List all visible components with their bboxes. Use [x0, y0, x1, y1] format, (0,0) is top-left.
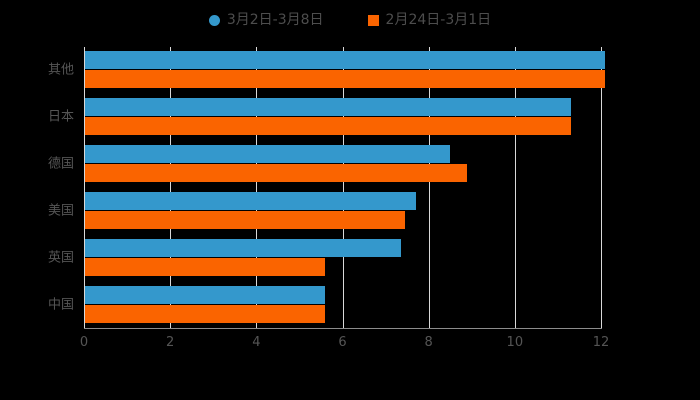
x-axis-tick-labels: 0 2 4 6 8 10 12 [0, 331, 700, 355]
bar[interactable] [84, 98, 571, 117]
x-axis-line [84, 328, 602, 329]
bar-group-美国 [84, 191, 601, 230]
x-axis-tick-label-12: 12 [592, 335, 610, 350]
gridline-4 [256, 47, 258, 328]
bar[interactable] [84, 145, 451, 164]
bar[interactable] [84, 70, 606, 89]
gridline-10 [514, 47, 516, 328]
chart-legend: 3月2日-3月8日 2月24日-3月1日 [0, 6, 700, 34]
bar[interactable] [84, 164, 468, 183]
x-axis-tick-label-4: 4 [252, 335, 261, 350]
legend-item-series-1[interactable]: 2月24日-3月1日 [367, 12, 492, 28]
y-axis-label-美国: 美国 [47, 203, 74, 219]
bar[interactable] [84, 191, 416, 210]
bar-group-德国 [84, 145, 601, 183]
x-axis-tick-label-2: 2 [166, 335, 175, 350]
bar-group-英国 [84, 238, 601, 277]
bar-group-其他 [84, 51, 606, 89]
bar[interactable] [84, 117, 571, 136]
y-axis-label-其他: 其他 [47, 62, 74, 78]
bar[interactable] [84, 285, 326, 304]
bar[interactable] [84, 51, 606, 70]
bar[interactable] [84, 238, 401, 257]
gridline-2 [170, 47, 172, 328]
y-axis-label-中国: 中国 [47, 297, 74, 313]
gridline-12 [601, 47, 602, 328]
legend-label-series-0: 3月2日-3月8日 [226, 12, 324, 28]
bar[interactable] [84, 304, 326, 323]
x-axis-tick-label-6: 6 [338, 335, 347, 350]
legend-label-series-1: 2月24日-3月1日 [385, 12, 492, 28]
bar-series-container [84, 47, 606, 328]
y-axis-line [84, 47, 85, 328]
bar-group-日本 [84, 98, 601, 136]
legend-item-series-0[interactable]: 3月2日-3月8日 [208, 12, 324, 28]
y-axis-category-labels: 中国 英国 美国 德国 日本 其他 [0, 47, 74, 328]
plot-area [84, 47, 606, 328]
y-axis-label-德国: 德国 [47, 156, 74, 172]
gridline-8 [428, 47, 430, 328]
bar-group-中国 [84, 285, 601, 324]
legend-circle-marker-icon [208, 14, 220, 26]
legend-square-marker-icon [367, 14, 379, 26]
y-axis-label-英国: 英国 [47, 250, 74, 266]
x-axis-tick-label-8: 8 [424, 335, 433, 350]
bar[interactable] [84, 210, 405, 229]
gridline-6 [342, 47, 344, 328]
x-axis-tick-label-0: 0 [79, 335, 89, 350]
bar[interactable] [84, 257, 326, 276]
x-axis-tick-label-10: 10 [506, 335, 524, 350]
y-axis-label-日本: 日本 [47, 109, 74, 125]
